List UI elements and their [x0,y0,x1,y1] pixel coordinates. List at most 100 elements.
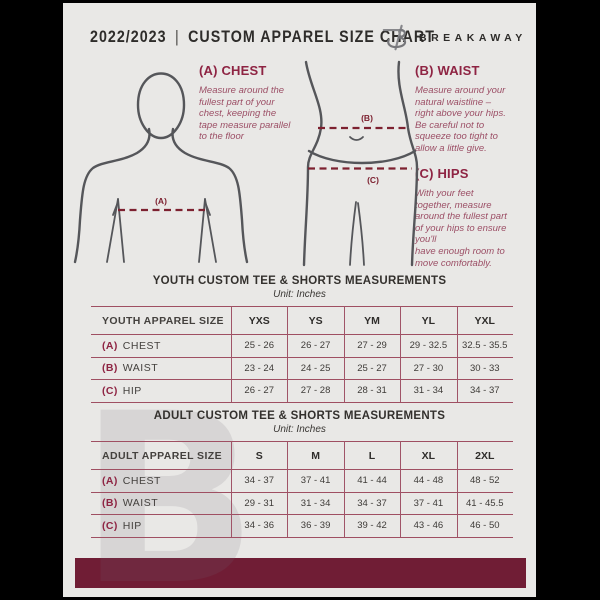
column-divider [287,306,288,402]
row-label-name: CHEST [122,474,161,487]
value-cell: 24 - 25 [300,362,331,374]
section-hips: (C) HIPS With your feet together, measur… [415,166,519,269]
value-cell: 26 - 27 [300,340,331,352]
value-cell: 25 - 27 [357,362,387,374]
waist-marker-label: (B) [361,113,373,123]
value-cell: 29 - 32.5 [409,340,448,352]
value-cell: 37 - 41 [413,497,444,509]
row-label: (B) WAIST [91,362,231,374]
size-column-label: ADULT APPAREL SIZE [102,449,222,462]
size-header: YXL [474,314,495,327]
section-chest-text: Measure around the fullest part of your … [199,85,291,143]
value-cell: 28 - 31 [357,385,387,397]
chest-marker-label: (A) [155,196,167,206]
value-cell: 34 - 37 [469,385,500,397]
breakaway-logo-icon [382,24,407,51]
value-cell: 34 - 37 [357,497,387,509]
column-divider [457,441,458,537]
value-cell: 31 - 34 [413,385,444,397]
size-header: YXS [248,314,270,327]
table-header-row: YOUTH APPAREL SIZE YXS YS YM YL YXL [91,306,513,334]
value-cell: 26 - 27 [244,385,274,397]
section-hips-heading: (C) HIPS [415,166,469,181]
size-header: YL [421,314,436,327]
value-cell: 29 - 31 [244,497,274,509]
size-header: YS [308,314,323,327]
table-row: (A) CHEST 34 - 37 37 - 41 41 - 44 44 - 48… [91,469,513,492]
size-header: YM [364,314,380,327]
table-row: (C) HIP 34 - 36 36 - 39 39 - 42 43 - 46 4… [91,514,513,537]
row-label-name: WAIST [122,497,159,510]
row-label-prefix: (C) [102,519,118,532]
row-label: (C) HIP [91,385,231,397]
value-cell: 27 - 28 [300,385,331,397]
row-label: (B) WAIST [91,497,231,509]
value-cell: 48 - 52 [469,475,500,487]
row-label-prefix: (A) [102,339,118,352]
section-waist-text: Measure around your natural waistline – … [415,85,506,154]
row-label-prefix: (A) [102,474,118,487]
value-cell: 34 - 37 [244,475,274,487]
column-divider [400,441,401,537]
row-label-name: WAIST [122,362,159,375]
section-chest-heading: (A) CHEST [199,63,267,78]
section-waist-heading: (B) WAIST [415,63,480,78]
brand-lockup: BREAKAWAY [381,22,527,54]
row-label-name: HIP [122,384,142,397]
section-chest: (A) CHEST Measure around the fullest par… [199,63,317,143]
value-cell: 34 - 36 [244,520,274,532]
youth-table-title: YOUTH CUSTOM TEE & SHORTS MEASUREMENTS [152,275,447,287]
size-header: XL [421,449,436,462]
row-label: (A) CHEST [91,475,231,487]
value-cell: 39 - 42 [357,520,387,532]
row-label-name: CHEST [122,339,161,352]
youth-size-table: YOUTH APPAREL SIZE YXS YS YM YL YXL (A) C… [91,306,513,403]
value-cell: 43 - 46 [413,520,444,532]
torso-figure-outline [73,72,249,264]
value-cell: 27 - 30 [413,362,444,374]
size-header: S [255,449,263,462]
value-cell: 36 - 39 [300,520,331,532]
table-row: (C) HIP 26 - 27 27 - 28 28 - 31 31 - 34 3… [91,379,513,402]
section-waist: (B) WAIST Measure around your natural wa… [415,63,519,155]
column-divider [287,441,288,537]
column-divider [457,306,458,402]
row-label-name: HIP [122,519,142,532]
size-header: 2XL [475,449,495,462]
page-title: 2022/2023 | CUSTOM APPAREL SIZE CHART [90,27,435,47]
row-label: (C) HIP [91,520,231,532]
value-cell: 44 - 48 [413,475,444,487]
column-divider [344,306,345,402]
size-column-label: YOUTH APPAREL SIZE [102,314,224,327]
value-cell: 41 - 44 [357,475,387,487]
table-header-row: ADULT APPAREL SIZE S M L XL 2XL [91,441,513,469]
value-cell: 23 - 24 [244,362,274,374]
value-cell: 37 - 41 [300,475,331,487]
row-label-prefix: (B) [102,362,118,375]
title-divider: | [174,27,180,46]
row-label: (A) CHEST [91,340,231,352]
value-cell: 25 - 26 [244,340,274,352]
row-label-prefix: (C) [102,384,118,397]
youth-table-unit: Unit: Inches [273,289,326,300]
value-cell: 41 - 45.5 [466,497,504,509]
hips-figure-outline [302,60,419,267]
value-cell: 27 - 29 [357,340,387,352]
column-divider [231,441,232,537]
column-divider [344,441,345,537]
value-cell: 32.5 - 35.5 [462,340,508,352]
adult-size-table: ADULT APPAREL SIZE S M L XL 2XL (A) CHEST… [91,441,513,538]
size-header: L [368,449,376,462]
value-cell: 30 - 33 [469,362,500,374]
value-cell: 31 - 34 [300,497,331,509]
footer-bar [75,558,526,588]
size-chart-page: 2022/2023 | CUSTOM APPAREL SIZE CHART BR… [63,3,536,600]
table-row: (B) WAIST 29 - 31 31 - 34 34 - 37 37 - 41… [91,491,513,515]
adult-table-unit: Unit: Inches [273,424,326,435]
year-range: 2022/2023 [90,27,167,46]
size-header: M [311,449,320,462]
table-row: (A) CHEST 25 - 26 26 - 27 27 - 29 29 - 32… [91,334,513,357]
brand-name: BREAKAWAY [419,32,527,44]
measurement-diagram: (A) (B) (C) [73,60,419,267]
adult-table-title: ADULT CUSTOM TEE & SHORTS MEASUREMENTS [153,410,446,422]
